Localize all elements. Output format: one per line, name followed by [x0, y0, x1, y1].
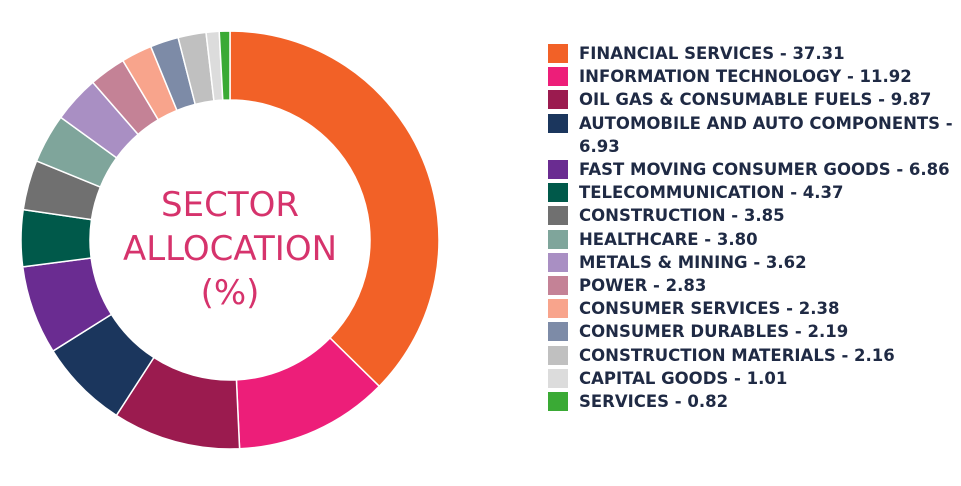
legend-swatch [548, 276, 568, 296]
legend-item: TELECOMMUNICATION - 4.37 [548, 181, 958, 204]
legend-label: CONSUMER DURABLES - 2.19 [579, 322, 849, 342]
legend-swatch [548, 67, 568, 87]
legend-item: HEALTHCARE - 3.80 [548, 228, 958, 251]
legend-swatch [548, 206, 568, 226]
legend-label: CONSTRUCTION MATERIALS - 2.16 [579, 345, 895, 365]
legend-label: CONSUMER SERVICES - 2.38 [579, 299, 840, 319]
legend-label: METALS & MINING - 3.62 [579, 252, 807, 272]
legend-label: HEALTHCARE - 3.80 [579, 229, 758, 249]
legend-item: CONSTRUCTION - 3.85 [548, 204, 958, 227]
legend-swatch [548, 345, 568, 365]
legend-swatch [548, 392, 568, 412]
legend-label: CONSTRUCTION - 3.85 [579, 206, 785, 226]
donut-slice-1 [229, 30, 440, 388]
legend-swatch [548, 368, 568, 388]
donut-slices [20, 30, 440, 450]
legend-item: POWER - 2.83 [548, 274, 958, 297]
legend-item: CAPITAL GOODS - 1.01 [548, 367, 958, 390]
legend-item: CONSUMER DURABLES - 2.19 [548, 320, 958, 343]
legend-swatch [548, 90, 568, 110]
legend-swatch [548, 44, 568, 63]
legend-label: POWER - 2.83 [579, 276, 707, 296]
legend-swatch [548, 252, 568, 272]
legend-item: SERVICES - 0.82 [548, 390, 958, 413]
legend-swatch [548, 322, 568, 342]
legend-swatch [548, 113, 568, 133]
chart-title: SECTOR ALLOCATION (%) [100, 183, 360, 315]
legend-label: SERVICES - 0.82 [579, 392, 729, 412]
legend-swatch [548, 299, 568, 319]
legend-swatch [548, 229, 568, 249]
legend-item: METALS & MINING - 3.62 [548, 251, 958, 274]
legend-item: CONSUMER SERVICES - 2.38 [548, 297, 958, 320]
chart-title-line-1: SECTOR [161, 185, 299, 225]
legend-item: AUTOMOBILE AND AUTO COMPONENTS - 6.93 [548, 112, 958, 158]
legend-swatch [548, 160, 568, 180]
donut-slice-15 [218, 30, 231, 101]
legend-label: FAST MOVING CONSUMER GOODS - 6.86 [579, 160, 950, 180]
legend: FINANCIAL SERVICES - 37.31 INFORMATION TE… [548, 42, 958, 413]
chart-title-line-2: ALLOCATION [122, 229, 338, 269]
legend-item: INFORMATION TECHNOLOGY - 11.92 [548, 65, 958, 88]
legend-item: CONSTRUCTION MATERIALS - 2.16 [548, 344, 958, 367]
chart-title-line-3: (%) [200, 273, 260, 313]
legend-label: FINANCIAL SERVICES - 37.31 [579, 44, 845, 63]
legend-item: OIL GAS & CONSUMABLE FUELS - 9.87 [548, 88, 958, 111]
legend-label: CAPITAL GOODS - 1.01 [579, 368, 788, 388]
legend-label: AUTOMOBILE AND AUTO COMPONENTS - 6.93 [579, 113, 953, 156]
legend-swatch [548, 183, 568, 203]
legend-label: TELECOMMUNICATION - 4.37 [579, 183, 844, 203]
legend-item: FINANCIAL SERVICES - 37.31 [548, 42, 958, 65]
donut-chart [20, 30, 440, 450]
legend-item: FAST MOVING CONSUMER GOODS - 6.86 [548, 158, 958, 181]
legend-label: OIL GAS & CONSUMABLE FUELS - 9.87 [579, 90, 932, 110]
legend-label: INFORMATION TECHNOLOGY - 11.92 [579, 67, 912, 87]
